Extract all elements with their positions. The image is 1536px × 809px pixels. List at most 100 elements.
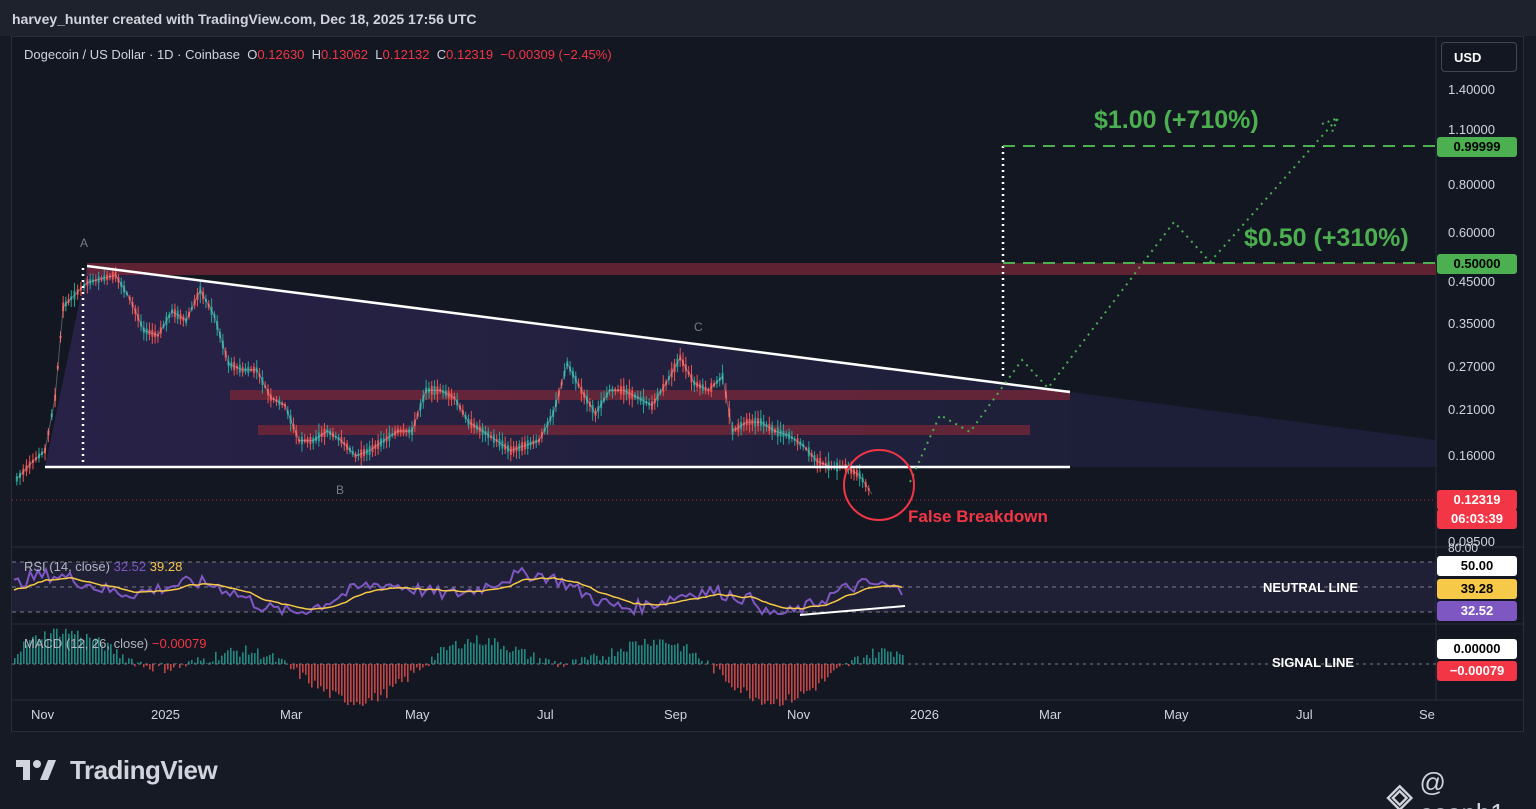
candle-body: [521, 442, 524, 451]
macd-bar: [260, 659, 262, 664]
wave-a-label[interactable]: A: [80, 236, 89, 250]
currency-button[interactable]: USD: [1441, 42, 1517, 72]
rsi-ma-value: 39.28: [149, 559, 183, 574]
candle-body: [682, 359, 685, 366]
macd-bar: [188, 661, 190, 664]
candle-body: [255, 367, 258, 373]
author-credit: harvey_hunter created with TradingView.c…: [12, 11, 477, 27]
candle-body: [707, 389, 710, 392]
macd-bar: [146, 664, 148, 666]
candle-body: [439, 388, 442, 392]
target-1-label[interactable]: $1.00 (+710%): [1094, 106, 1259, 134]
macd-bar: [104, 650, 106, 664]
rsi-legend[interactable]: RSI (14, close) 32.52 39.28: [24, 559, 183, 574]
wave-b-label[interactable]: B: [336, 483, 345, 497]
macd-bar: [257, 648, 259, 664]
macd-bar: [398, 664, 400, 679]
macd-bar: [632, 641, 634, 664]
candle-body: [549, 416, 552, 422]
target-2-label[interactable]: $0.50 (+310%): [1244, 224, 1409, 252]
candle-body: [569, 366, 572, 372]
wave-c-label[interactable]: C: [694, 320, 703, 334]
candle-body: [577, 383, 580, 387]
candle-body: [210, 306, 213, 315]
macd-bar: [758, 664, 760, 700]
false-breakdown-circle[interactable]: [843, 449, 915, 521]
candle-body: [272, 398, 275, 401]
x-tick: 2025: [151, 707, 180, 722]
macd-bar: [209, 662, 211, 664]
candle-body: [199, 286, 202, 295]
macd-bar: [854, 657, 856, 664]
candle-body: [388, 432, 391, 441]
candle-body: [853, 469, 856, 475]
macd-bar: [770, 664, 772, 705]
macd-bar: [560, 662, 562, 664]
neutral-line-label[interactable]: NEUTRAL LINE: [1263, 580, 1359, 595]
macd-bar: [500, 649, 502, 664]
candle-body: [535, 439, 538, 444]
candle-body: [543, 427, 546, 432]
candle-body: [501, 440, 504, 449]
macd-bar: [368, 664, 370, 699]
candle-body: [515, 445, 518, 452]
tradingview-logo[interactable]: TradingView: [16, 755, 218, 786]
macd-bar: [377, 664, 379, 702]
candle-body: [546, 421, 549, 428]
macd-bar: [320, 664, 322, 687]
candle-body: [653, 398, 656, 404]
resistance-zone-050: [87, 263, 1436, 275]
candle-body: [300, 436, 303, 445]
macd-bar: [386, 664, 388, 699]
signal-line-label[interactable]: SIGNAL LINE: [1272, 655, 1355, 670]
macd-bar: [599, 660, 601, 664]
macd-bar: [689, 653, 691, 664]
candle-body: [343, 442, 346, 446]
candle-body: [532, 440, 535, 445]
macd-bar: [341, 664, 343, 696]
macd-bar: [581, 657, 583, 664]
candle-body: [117, 277, 120, 283]
candle-body: [487, 431, 490, 439]
candle-body: [134, 308, 137, 314]
candle-body: [648, 402, 651, 406]
macd-bar: [839, 664, 841, 667]
macd-bar: [476, 635, 478, 664]
descending-resistance-line[interactable]: [86, 264, 1071, 394]
candle-body: [574, 375, 577, 384]
macd-bar: [236, 650, 238, 664]
candle-body: [219, 332, 222, 338]
macd-legend[interactable]: MACD (12, 26, close) −0.00079: [24, 636, 207, 651]
candle-body: [473, 423, 476, 429]
macd-bar: [119, 657, 121, 664]
candle-body: [142, 327, 145, 334]
macd-bar: [158, 664, 160, 667]
candle-body: [379, 438, 382, 447]
macd-bar: [749, 664, 751, 699]
candle-body: [461, 409, 464, 415]
candle-body: [481, 427, 484, 435]
false-breakdown-label[interactable]: False Breakdown: [908, 507, 1048, 526]
macd-bar: [806, 664, 808, 692]
candle-body: [810, 453, 813, 457]
macd-bar: [431, 656, 433, 664]
macd-bar: [698, 658, 700, 664]
rsi-upper-tick: 80.00: [1448, 541, 1479, 555]
macd-bar: [101, 644, 103, 664]
candle-body: [639, 397, 642, 402]
macd-bar: [722, 664, 724, 676]
candle-body: [204, 298, 207, 302]
candle-body: [447, 391, 450, 399]
macd-bar: [587, 659, 589, 664]
macd-bar: [134, 664, 136, 667]
rsi-divergence-line[interactable]: [799, 605, 906, 616]
candle-body: [821, 462, 824, 465]
candle-body: [34, 457, 37, 461]
macd-bar: [485, 644, 487, 664]
macd-bar: [653, 639, 655, 664]
candle-body: [22, 468, 25, 475]
macd-bar: [473, 643, 475, 664]
macd-bar: [809, 664, 811, 691]
symbol-legend[interactable]: Dogecoin / US Dollar · 1D · Coinbase O0.…: [24, 47, 612, 62]
